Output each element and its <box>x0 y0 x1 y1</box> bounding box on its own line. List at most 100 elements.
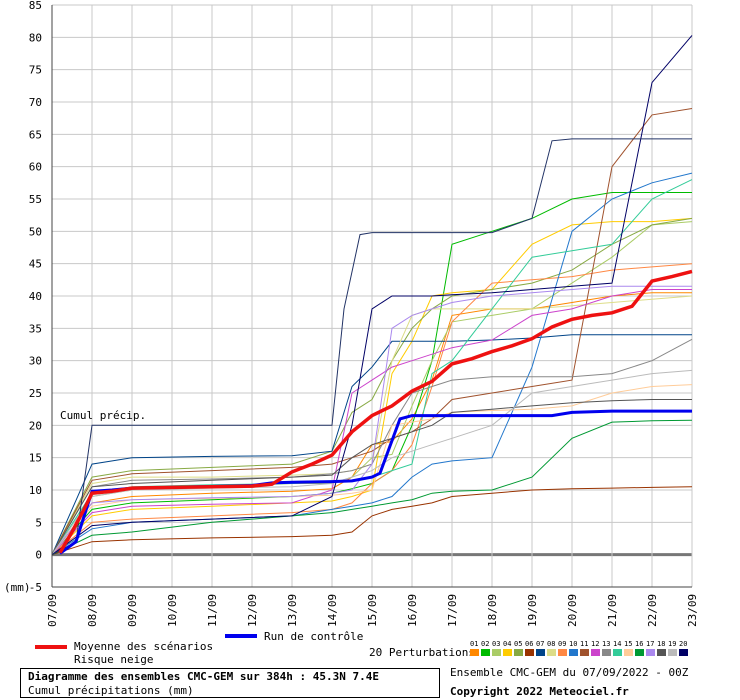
x-tick-label: 13/09 <box>286 594 299 627</box>
perturbation-swatch-17 <box>646 649 655 656</box>
y-tick-label: 85 <box>29 0 42 12</box>
perturbation-line-20 <box>51 35 693 556</box>
perturbation-swatch-16 <box>635 649 644 656</box>
perturbation-swatch-13 <box>602 649 611 656</box>
footer-title-box: Diagramme des ensembles CMC-GEM sur 384h… <box>20 668 440 698</box>
perturbation-swatch-18 <box>657 649 666 656</box>
y-axis-label: (mm) <box>4 581 31 594</box>
y-tick-label: 0 <box>35 549 42 562</box>
perturbation-line-17 <box>51 285 692 556</box>
y-tick-label: 10 <box>29 484 42 497</box>
perturbation-swatch-12 <box>591 649 600 656</box>
perturbation-line-02 <box>51 192 692 556</box>
perturbation-number-10: 10 <box>569 640 578 648</box>
y-tick-label: 65 <box>29 128 42 141</box>
x-tick-label: 23/09 <box>686 594 699 627</box>
perturbation-line-04 <box>51 217 693 556</box>
y-tick-label: 60 <box>29 161 42 174</box>
perturbation-swatch-15 <box>624 649 633 656</box>
y-tick-label: 25 <box>29 387 42 400</box>
y-tick-label: 15 <box>29 452 42 465</box>
x-tick-label: 19/09 <box>526 594 539 627</box>
x-tick-label: 22/09 <box>646 594 659 627</box>
perturbation-swatch-19 <box>668 649 677 656</box>
perturbation-number-06: 06 <box>525 640 534 648</box>
perturbation-swatch-20 <box>679 649 688 656</box>
footer-copyright: Copyright 2022 Meteociel.fr <box>450 685 629 698</box>
perturbation-line-12 <box>51 289 692 556</box>
axes: -5 0 5 10 15 20 25 30 35 40 45 50 55 60 65 70 75 80 85 07/0… <box>4 0 699 627</box>
perturbation-number-18: 18 <box>657 640 666 648</box>
perturbation-swatch-04 <box>503 649 512 656</box>
x-tick-label: 11/09 <box>206 594 219 627</box>
perturbation-swatch-01 <box>470 649 479 656</box>
perturbation-line-08 <box>51 295 693 555</box>
mean-line <box>58 269 693 554</box>
perturbation-line-05 <box>51 217 693 555</box>
perturbation-swatch-06 <box>525 649 534 656</box>
y-tick-label: 20 <box>29 419 42 432</box>
perturbation-number-13: 13 <box>602 640 611 648</box>
perturbation-number-03: 03 <box>492 640 501 648</box>
y-tick-label: 35 <box>29 322 42 335</box>
legend-mean-line <box>35 645 67 649</box>
series-layer <box>51 35 693 556</box>
perturbation-swatch-07 <box>536 649 545 656</box>
footer-run-info: Ensemble CMC-GEM du 07/09/2022 - 00Z <box>450 666 689 679</box>
perturbation-line-16 <box>51 419 693 556</box>
perturbation-number-14: 14 <box>613 640 622 648</box>
y-tick-label: 5 <box>35 516 42 529</box>
x-tick-label: 08/09 <box>86 594 99 627</box>
perturbation-swatch-02 <box>481 649 490 656</box>
y-tick-label: 70 <box>29 96 42 109</box>
x-tick-label: 15/09 <box>366 594 379 627</box>
perturbation-number-02: 02 <box>481 640 490 648</box>
x-tick-label: 09/09 <box>126 594 139 627</box>
x-tick-label: 20/09 <box>566 594 579 627</box>
perturbation-number-08: 08 <box>547 640 556 648</box>
perturbation-swatch-11 <box>580 649 589 656</box>
y-tick-label: 75 <box>29 64 42 77</box>
perturbation-number-09: 09 <box>558 640 567 648</box>
x-tick-label: 12/09 <box>246 594 259 627</box>
perturbation-line-18 <box>51 399 692 555</box>
y-tick-label: 55 <box>29 193 42 206</box>
perturbation-number-05: 05 <box>514 640 523 648</box>
legend-control-label: Run de contrôle <box>264 630 364 643</box>
perturbation-swatch-09 <box>558 649 567 656</box>
x-tick-label: 17/09 <box>446 594 459 627</box>
perturbation-number-07: 07 <box>536 640 545 648</box>
legend-perturbations-label: 20 Perturbations <box>369 646 475 659</box>
legend-snow-label: Risque neige <box>74 653 154 666</box>
perturbation-number-19: 19 <box>668 640 677 648</box>
perturbation-swatch-03 <box>492 649 501 656</box>
perturbation-line-13 <box>51 338 693 555</box>
perturbation-number-20: 20 <box>679 640 688 648</box>
perturbation-number-12: 12 <box>591 640 600 648</box>
y-tick-label: 30 <box>29 355 42 368</box>
footer-title: Diagramme des ensembles CMC-GEM sur 384h… <box>28 670 379 683</box>
perturbation-number-17: 17 <box>646 640 655 648</box>
perturbation-line-09 <box>51 263 693 556</box>
footer-subtitle: Cumul précipitations (mm) <box>28 684 194 697</box>
x-tick-label: 14/09 <box>326 594 339 627</box>
y-tick-label: 80 <box>29 31 42 44</box>
perturbation-swatch-08 <box>547 649 556 656</box>
y-tick-label: 50 <box>29 225 42 238</box>
perturbation-number-15: 15 <box>624 640 633 648</box>
perturbation-line-06 <box>51 486 693 556</box>
x-tick-label: 18/09 <box>486 594 499 627</box>
legend-mean-label: Moyenne des scénarios <box>74 640 214 653</box>
legend-control-line <box>225 634 257 638</box>
x-tick-label: 07/09 <box>46 594 59 627</box>
x-tick-label: 16/09 <box>406 594 419 627</box>
perturbation-line-14 <box>51 179 693 555</box>
perturbation-number-16: 16 <box>635 640 644 648</box>
x-tick-label: 21/09 <box>606 594 619 627</box>
perturbation-swatch-05 <box>514 649 523 656</box>
perturbation-swatch-10 <box>569 649 578 656</box>
y-tick-label: 40 <box>29 290 42 303</box>
y-tick-label: 45 <box>29 258 42 271</box>
annotation-cumul-precip: Cumul précip. <box>60 409 147 422</box>
perturbation-number-01: 01 <box>470 640 479 648</box>
